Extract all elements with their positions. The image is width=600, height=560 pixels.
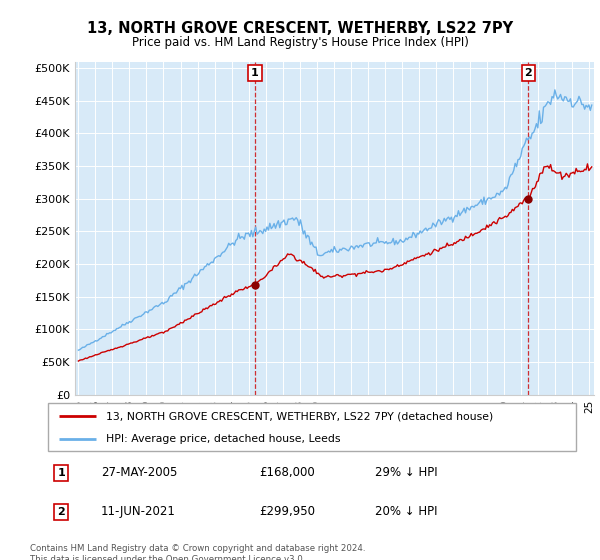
Text: HPI: Average price, detached house, Leeds: HPI: Average price, detached house, Leed… (106, 434, 341, 444)
Text: 1: 1 (58, 468, 65, 478)
Text: 27-MAY-2005: 27-MAY-2005 (101, 466, 177, 479)
Text: £168,000: £168,000 (259, 466, 315, 479)
Text: £299,950: £299,950 (259, 505, 315, 518)
Text: 13, NORTH GROVE CRESCENT, WETHERBY, LS22 7PY: 13, NORTH GROVE CRESCENT, WETHERBY, LS22… (87, 21, 513, 36)
Text: 1: 1 (251, 68, 259, 78)
Text: Price paid vs. HM Land Registry's House Price Index (HPI): Price paid vs. HM Land Registry's House … (131, 36, 469, 49)
Text: 2: 2 (58, 507, 65, 517)
Text: 29% ↓ HPI: 29% ↓ HPI (376, 466, 438, 479)
FancyBboxPatch shape (48, 403, 576, 451)
Text: 2: 2 (524, 68, 532, 78)
Text: 11-JUN-2021: 11-JUN-2021 (101, 505, 176, 518)
Text: 13, NORTH GROVE CRESCENT, WETHERBY, LS22 7PY (detached house): 13, NORTH GROVE CRESCENT, WETHERBY, LS22… (106, 411, 493, 421)
Text: Contains HM Land Registry data © Crown copyright and database right 2024.
This d: Contains HM Land Registry data © Crown c… (30, 544, 365, 560)
Text: 20% ↓ HPI: 20% ↓ HPI (376, 505, 438, 518)
